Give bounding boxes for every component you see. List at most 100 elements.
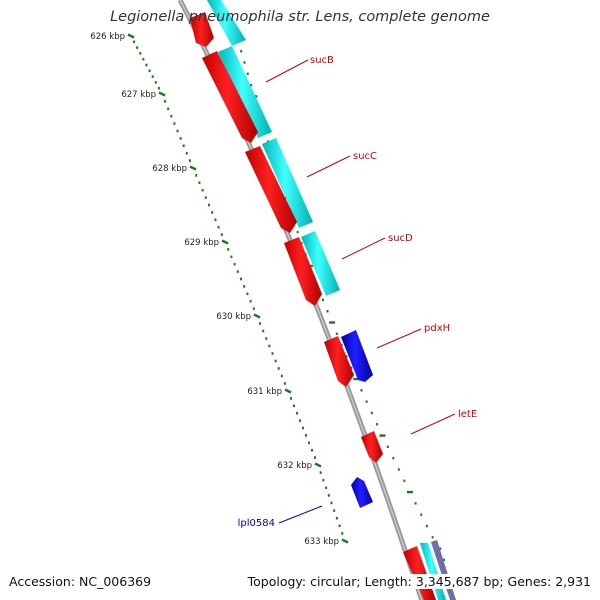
ruler-minor-tick — [233, 262, 236, 266]
ruler-minor-tick — [322, 478, 325, 482]
outer-major-tick — [379, 434, 386, 437]
ruler-minor-tick — [240, 277, 242, 281]
outer-minor-tick — [386, 445, 389, 449]
genome-summary: Topology: circular; Length: 3,345,687 bp… — [247, 574, 591, 589]
outer-minor-tick — [443, 558, 445, 562]
outer-minor-tick — [392, 456, 395, 460]
gene-label-pdxH: pdxH — [424, 323, 450, 334]
kbp-ruler: 626 kbp 627 kbp 628 kbp 629 kbp 630 kbp 631 k… — [90, 32, 445, 562]
ruler-minor-tick — [217, 225, 220, 229]
ruler-minor-tick — [201, 188, 204, 192]
ruler-minor-tick — [308, 441, 310, 445]
outer-major-tick — [406, 490, 413, 494]
gene-label-sucB: sucB — [310, 55, 334, 66]
ruler-minor-tick — [136, 46, 139, 49]
cog-track — [207, 0, 446, 600]
ruler-minor-tick — [274, 359, 277, 363]
ruler-minor-tick — [208, 203, 210, 207]
ruler-minor-tick — [299, 419, 301, 422]
outer-minor-tick — [420, 513, 423, 516]
ruler-minor-tick — [173, 122, 176, 125]
ruler-minor-tick — [214, 218, 217, 222]
outer-minor-tick — [250, 83, 253, 87]
outer-minor-tick — [376, 423, 379, 426]
ruler-minor-tick — [230, 255, 233, 259]
leader-line-sucC — [306, 155, 351, 178]
ruler-minor-tick — [167, 107, 170, 111]
accession-text: Accession: NC_006369 — [9, 574, 155, 589]
ruler-minor-tick — [319, 471, 322, 474]
ruler-minor-tick — [195, 174, 198, 177]
cog-feature — [262, 138, 313, 228]
ruler-minor-tick — [246, 292, 249, 296]
ruler-minor-tick — [170, 114, 173, 118]
ruler-major-tick — [158, 91, 166, 97]
ruler-major-tick — [314, 462, 322, 468]
ruler-label: 629 kbp — [184, 238, 219, 248]
ruler-minor-tick — [335, 516, 338, 520]
outer-minor-tick — [243, 61, 246, 64]
outer-minor-tick — [322, 298, 324, 302]
ruler-minor-tick — [262, 329, 265, 333]
ruler-minor-tick — [305, 434, 307, 437]
ruler-minor-tick — [179, 137, 182, 140]
outer-minor-tick — [350, 366, 353, 369]
outer-minor-tick — [365, 400, 368, 403]
gene-arrow-sucA — [190, 12, 214, 47]
outer-minor-tick — [431, 536, 434, 539]
gene-label-sucD: sucD — [388, 233, 413, 244]
ruler-minor-tick — [325, 486, 328, 490]
leader-line-sucB — [265, 59, 309, 83]
ruler-minor-tick — [293, 404, 295, 408]
gene-label-sucC: sucC — [353, 151, 377, 162]
ruler-minor-tick — [271, 352, 274, 355]
ruler-label: 630 kbp — [216, 312, 251, 322]
backbone-arc — [177, 0, 425, 600]
ruler-major-tick — [189, 165, 197, 171]
ruler-minor-tick — [290, 397, 292, 400]
ruler-minor-tick — [176, 129, 179, 133]
ruler-label: 627 kbp — [121, 90, 156, 100]
ruler-major-tick — [221, 239, 229, 245]
cog-feature — [218, 46, 272, 138]
ruler-label: 631 kbp — [247, 387, 282, 397]
map-title: Legionella pneumophila str. Lens, comple… — [110, 9, 490, 25]
outer-minor-tick — [300, 242, 303, 245]
outer-minor-tick — [425, 524, 428, 528]
leader-line-letE — [410, 413, 456, 435]
ruler-minor-tick — [164, 100, 167, 103]
ruler-minor-tick — [142, 57, 145, 61]
leader-line-pdxH — [376, 328, 422, 349]
ruler-minor-tick — [145, 63, 148, 67]
ruler-minor-tick — [249, 299, 252, 303]
ruler-label: 626 kbp — [90, 32, 125, 42]
outer-minor-tick — [370, 411, 373, 415]
outer-major-tick — [329, 321, 336, 324]
ruler-minor-tick — [314, 456, 316, 459]
ruler-minor-tick — [148, 69, 151, 73]
ruler-minor-tick — [243, 285, 246, 288]
ruler-minor-tick — [211, 211, 214, 214]
ruler-minor-tick — [198, 181, 201, 185]
ruler-minor-tick — [277, 367, 280, 370]
ruler-minor-tick — [265, 337, 268, 340]
backbone-arc-highlight — [179, 0, 423, 600]
ruler-minor-tick — [341, 532, 344, 535]
ruler-minor-tick — [252, 307, 255, 310]
outer-minor-tick — [414, 502, 417, 505]
ruler-minor-tick — [151, 75, 154, 78]
ruler-minor-tick — [327, 494, 330, 497]
ruler-minor-tick — [154, 81, 157, 84]
ruler-minor-tick — [182, 144, 185, 148]
gene-arrow-sucB — [202, 51, 258, 143]
gene-track — [190, 12, 456, 600]
ruler-major-tick — [284, 388, 292, 394]
leader-line-sucD — [341, 237, 386, 260]
ruler-label: 632 kbp — [277, 461, 312, 471]
cog-feature — [207, 0, 246, 46]
outer-minor-tick — [326, 310, 329, 313]
ruler-minor-tick — [220, 233, 223, 236]
gene-arrow-sucD — [284, 237, 322, 306]
cog-feature — [301, 231, 340, 296]
ruler-minor-tick — [185, 151, 188, 155]
